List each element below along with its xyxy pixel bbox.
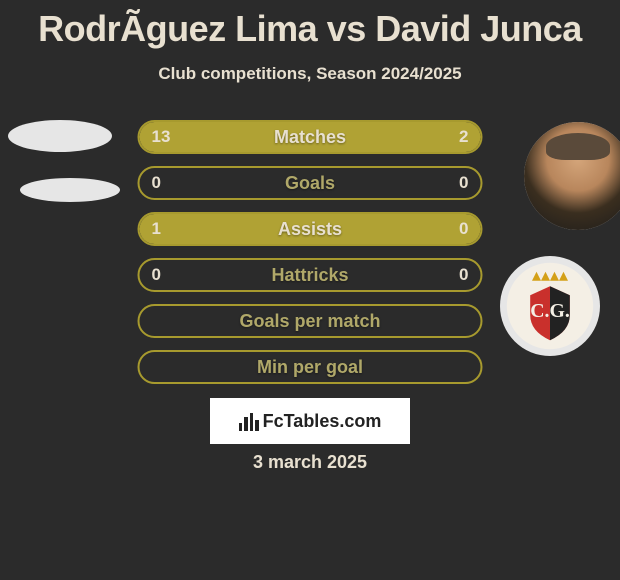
stat-value-right: 0 [459,260,468,290]
page-subtitle: Club competitions, Season 2024/2025 [0,64,620,84]
player1-avatar-placeholder-1 [8,120,112,152]
stat-row-goals-per-match: Goals per match [138,304,483,338]
player2-avatar [524,122,620,230]
stat-value-left: 0 [152,260,161,290]
stat-label: Goals [140,168,481,198]
player1-avatar-placeholder-2 [20,178,120,202]
stat-row-goals: Goals0 0 [138,166,483,200]
stat-label: Min per goal [140,352,481,382]
stat-label: Goals per match [140,306,481,336]
stat-row-assists: Assists1 0 [138,212,483,246]
page-title: RodrÃ­guez Lima vs David Junca [0,0,620,50]
stat-label: Hattricks [140,260,481,290]
crest-svg: C.G. [505,261,595,351]
stat-value-right: 0 [459,168,468,198]
stat-value-right: 0 [459,214,468,244]
stat-value-left: 0 [152,168,161,198]
stat-row-hattricks: Hattricks0 0 [138,258,483,292]
stats-container: Matches132Goals00Assists10Hattricks00Goa… [138,120,483,396]
stat-label: Matches [140,122,481,152]
stat-value-left: 13 [152,122,171,152]
stat-label: Assists [140,214,481,244]
bars-icon [239,411,259,431]
svg-text:C.G.: C.G. [530,300,570,322]
stat-row-min-per-goal: Min per goal [138,350,483,384]
player2-club-crest: C.G. [500,256,600,356]
brand-text: FcTables.com [263,411,382,432]
player2-face-placeholder [524,122,620,230]
stat-value-left: 1 [152,214,161,244]
date-text: 3 march 2025 [0,452,620,473]
stat-value-right: 2 [459,122,468,152]
stat-row-matches: Matches13 2 [138,120,483,154]
brand-box: FcTables.com [210,398,410,444]
